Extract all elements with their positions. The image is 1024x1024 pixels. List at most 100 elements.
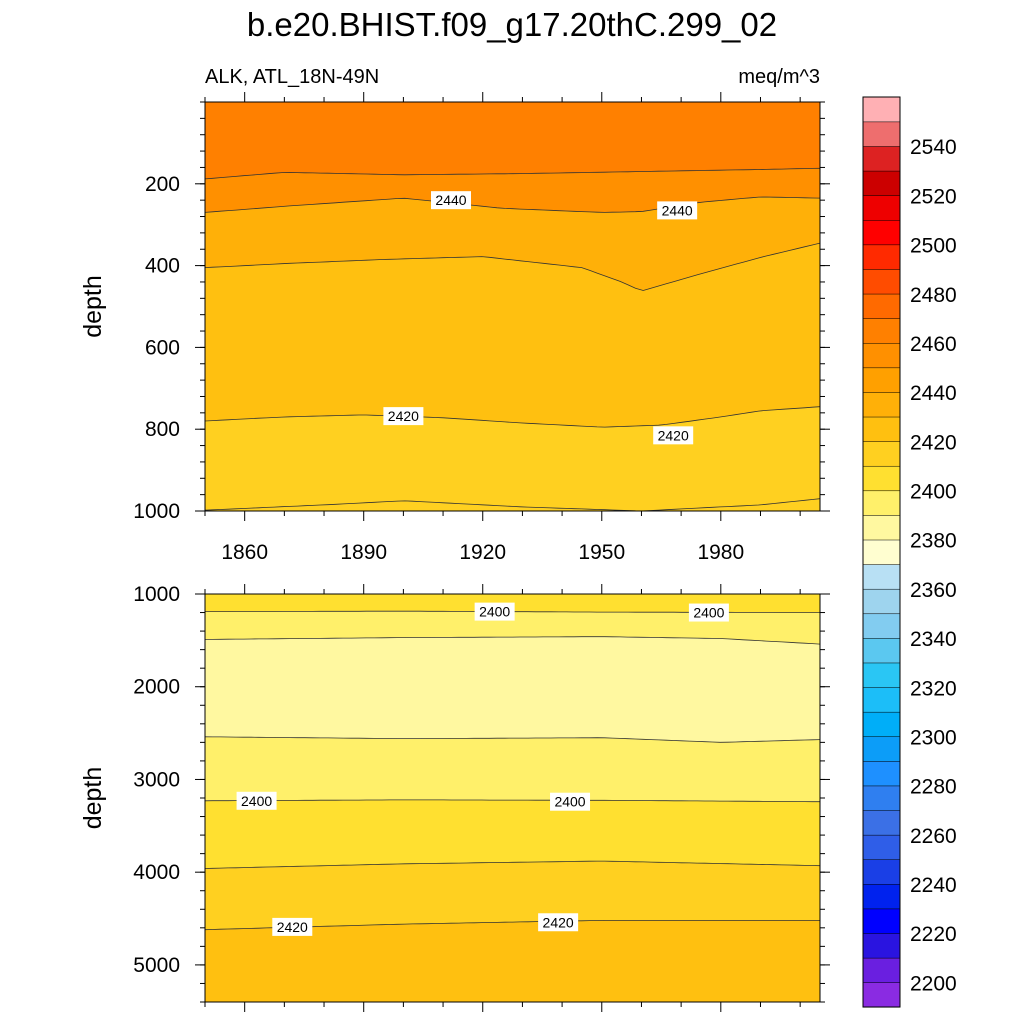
bottom-band-1 — [205, 611, 820, 645]
bottom-band-2 — [205, 636, 820, 743]
bottom-contour-label-4: 2420 — [272, 917, 313, 936]
top-contour-label-0: 2440 — [431, 191, 471, 210]
top-y-tick-label-0: 200 — [145, 173, 180, 196]
colorbar-swatch-2480 — [862, 268, 901, 295]
bottom-y-tick-label-0: 1000 — [133, 583, 180, 606]
colorbar-swatch-2250 — [862, 834, 901, 860]
colorbar-swatch-2500 — [862, 219, 901, 246]
colorbar-swatch-2230 — [862, 883, 901, 910]
colorbar-label-2340: 2340 — [910, 628, 957, 651]
top-contour-label-2: 2420 — [383, 407, 424, 426]
colorbar-swatch-2260 — [862, 809, 901, 836]
colorbar-label-2300: 2300 — [910, 726, 957, 749]
bottom-band-3 — [205, 736, 820, 802]
bottom-contour-label-5: 2420 — [538, 913, 579, 932]
colorbar-label-2420: 2420 — [910, 431, 957, 454]
colorbar-label-2240: 2240 — [910, 874, 957, 897]
bottom-y-axis-label: depth — [79, 767, 107, 830]
top-contour-line-4 — [204, 498, 821, 512]
colorbar-swatch-2530 — [862, 145, 901, 172]
bottom-contour-line-4 — [204, 860, 821, 869]
colorbar-label-2200: 2200 — [910, 972, 957, 995]
colorbar-swatch-2200 — [862, 957, 901, 983]
top-panel: 2440 2440 2420 2420 1860 1890 1920 1950 1980 200 4… — [79, 92, 830, 564]
bottom-contour-label-1: 2400 — [688, 603, 729, 622]
svg-text:2420: 2420 — [277, 919, 308, 935]
colorbar-swatch-2210 — [862, 932, 901, 959]
colorbar-label-2440: 2440 — [910, 382, 957, 405]
colorbar-swatch-2440 — [862, 367, 901, 393]
colorbar-label-2500: 2500 — [910, 235, 957, 258]
top-band-3 — [205, 243, 820, 428]
bottom-contour-label-3: 2400 — [550, 792, 591, 811]
colorbar-label-2280: 2280 — [910, 776, 957, 799]
colorbar-label-2380: 2380 — [910, 530, 957, 553]
bottom-band-5 — [205, 861, 820, 930]
colorbar-swatch-2400 — [862, 465, 901, 492]
bottom-contour-label-0: 2400 — [474, 602, 515, 621]
colorbar-swatch-2460 — [862, 318, 901, 344]
top-contour-label-3: 2420 — [653, 426, 694, 445]
top-band-2 — [205, 197, 820, 291]
colorbar-label-2220: 2220 — [910, 923, 957, 946]
colorbar-swatch-2190 — [862, 982, 901, 1008]
colorbar-swatch-2330 — [862, 637, 901, 664]
bottom-y-tick-label-3: 4000 — [133, 861, 180, 884]
colorbar-swatch-2220 — [862, 908, 901, 934]
top-y-tick-label-4: 1000 — [133, 500, 180, 523]
colorbar-swatch-2510 — [862, 195, 901, 221]
bottom-contour-line-2 — [204, 736, 821, 743]
colorbar-swatch-2340 — [862, 613, 901, 639]
colorbar-swatch-2540 — [862, 121, 901, 147]
colorbar-swatch-2350 — [862, 588, 901, 615]
top-y-axis-label: depth — [79, 275, 107, 338]
bottom-contour-line-1 — [205, 636, 821, 645]
bottom-band-4 — [205, 799, 820, 869]
colorbar-swatch-2280 — [862, 760, 901, 787]
colorbar-swatch-2300 — [862, 711, 901, 738]
svg-text:2400: 2400 — [241, 793, 272, 809]
colorbar-label-2260: 2260 — [910, 825, 957, 848]
colorbar-swatch-2430 — [862, 391, 901, 418]
colorbar-legend: 2200 2220 2240 2260 2280 2300 2320 2340 2360 2380… — [862, 96, 957, 1008]
colorbar-swatch-2360 — [862, 564, 901, 590]
colorbar-swatch-2520 — [862, 170, 901, 196]
colorbar-swatch-2290 — [862, 736, 901, 762]
colorbar-label-2460: 2460 — [910, 333, 957, 356]
x-tick-label-3: 1950 — [578, 541, 625, 564]
svg-text:2400: 2400 — [479, 604, 510, 620]
colorbar-swatch-2490 — [862, 244, 901, 270]
top-band-5 — [205, 498, 820, 511]
x-tick-label-1: 1890 — [340, 541, 387, 564]
svg-text:2420: 2420 — [388, 408, 419, 424]
right-subtitle: meq/m^3 — [738, 66, 820, 88]
x-tick-label-4: 1980 — [697, 541, 744, 564]
svg-text:2400: 2400 — [693, 605, 724, 621]
colorbar-label-2480: 2480 — [910, 284, 957, 307]
colorbar-swatch-2420 — [862, 416, 901, 442]
colorbar-swatch-2410 — [862, 441, 901, 467]
left-subtitle: ALK, ATL_18N-49N — [205, 66, 379, 88]
colorbar-swatch-2240 — [862, 859, 901, 885]
colorbar-swatch-2390 — [862, 490, 901, 516]
colorbar-swatch-2320 — [862, 662, 901, 688]
colorbar-swatch-2370 — [862, 539, 901, 565]
x-tick-label-0: 1860 — [221, 541, 268, 564]
colorbar-swatch-2450 — [862, 342, 901, 369]
bottom-band-6 — [205, 920, 820, 1002]
svg-text:2440: 2440 — [662, 202, 693, 218]
colorbar-label-2540: 2540 — [910, 136, 957, 159]
colorbar-swatch-2470 — [862, 293, 901, 319]
top-frame — [204, 101, 821, 512]
colorbar-label-2400: 2400 — [910, 481, 957, 504]
top-band-1 — [205, 168, 820, 213]
colorbar-swatch-2310 — [862, 687, 901, 713]
bottom-contour-label-2: 2400 — [236, 791, 277, 810]
bottom-y-tick-label-1: 2000 — [133, 676, 180, 699]
top-y-tick-label-2: 600 — [145, 336, 180, 359]
svg-text:2440: 2440 — [435, 192, 466, 208]
svg-text:2420: 2420 — [658, 427, 689, 443]
colorbar-swatch-2380 — [862, 514, 901, 541]
colorbar-swatch-2550 — [862, 96, 901, 123]
